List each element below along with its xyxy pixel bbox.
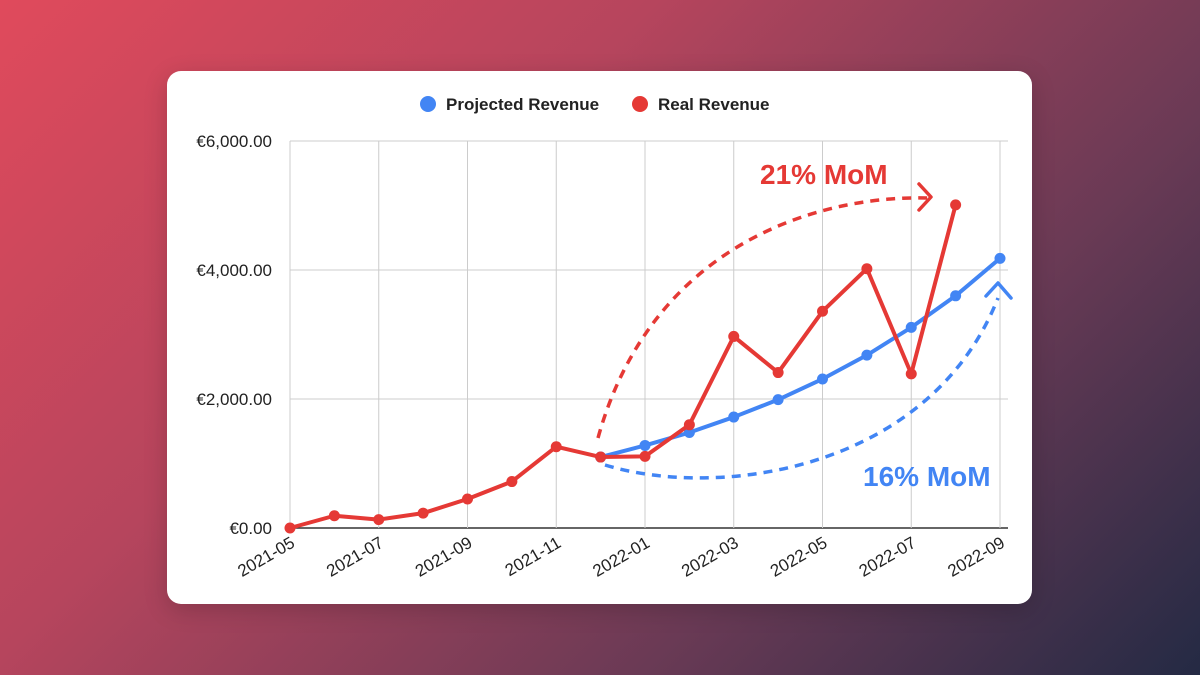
chart-card — [167, 71, 1032, 604]
x-tick-label: 2021-05 — [234, 533, 298, 581]
real-revenue-point[interactable] — [373, 514, 385, 526]
projected-revenue-point[interactable] — [728, 411, 740, 423]
x-tick-label: 2021-11 — [502, 533, 564, 580]
x-tick-label: 2022-03 — [678, 533, 742, 581]
legend-marker-projected — [420, 96, 436, 112]
real-growth-label: 21% MoM — [760, 159, 888, 190]
x-tick-label: 2022-01 — [589, 533, 653, 581]
annotations: 21% MoM 16% MoM — [596, 159, 1013, 492]
real-revenue-point[interactable] — [639, 450, 651, 462]
x-axis-ticks: 2021-05 2021-07 2021-09 2021-11 2022-01 2022-… — [234, 533, 1008, 581]
projected-revenue-point[interactable] — [905, 321, 917, 333]
projected-revenue-line — [598, 256, 1002, 460]
x-tick-label: 2021-07 — [323, 533, 387, 581]
projected-growth-label: 16% MoM — [863, 461, 991, 492]
projected-revenue-point[interactable] — [772, 394, 784, 406]
projected-revenue-point[interactable] — [994, 252, 1006, 264]
legend-item-real[interactable]: Real Revenue — [632, 95, 770, 114]
y-tick-label: €2,000.00 — [196, 390, 272, 409]
projected-revenue-point[interactable] — [683, 427, 695, 439]
series-layer — [284, 199, 1006, 534]
real-revenue-point[interactable] — [905, 368, 917, 380]
real-revenue-point[interactable] — [683, 419, 695, 431]
real-revenue-line — [288, 202, 958, 530]
real-revenue-point[interactable] — [861, 263, 873, 275]
real-revenue-point[interactable] — [417, 507, 429, 519]
y-axis-ticks: €0.00 €2,000.00 €4,000.00 €6,000.00 — [196, 132, 272, 538]
legend-item-projected[interactable]: Projected Revenue — [420, 95, 599, 114]
real-revenue-point[interactable] — [772, 367, 784, 379]
y-tick-label: €4,000.00 — [196, 261, 272, 280]
real-revenue-point[interactable] — [728, 330, 740, 342]
projected-revenue-point[interactable] — [639, 439, 651, 451]
x-tick-label: 2022-07 — [856, 533, 920, 581]
real-revenue-point[interactable] — [506, 476, 518, 488]
projected-revenue-point[interactable] — [861, 349, 873, 361]
x-tick-label: 2022-05 — [767, 533, 831, 581]
legend: Projected Revenue Real Revenue — [420, 95, 770, 114]
y-tick-label: €6,000.00 — [196, 132, 272, 151]
projected-revenue-point[interactable] — [950, 290, 962, 302]
real-revenue-point[interactable] — [550, 441, 562, 453]
real-growth-arrowhead — [917, 182, 933, 212]
real-revenue-point[interactable] — [950, 199, 962, 211]
real-growth-arc — [596, 196, 929, 439]
legend-label-real: Real Revenue — [658, 95, 770, 114]
real-revenue-point[interactable] — [817, 305, 828, 317]
x-tick-label: 2022-09 — [944, 533, 1008, 581]
projected-growth-arc — [604, 297, 1000, 480]
legend-marker-real — [632, 96, 648, 112]
x-tick-label: 2021-09 — [412, 533, 476, 581]
y-tick-label: €0.00 — [229, 519, 272, 538]
real-revenue-point[interactable] — [595, 451, 607, 463]
projected-revenue-point[interactable] — [817, 373, 828, 385]
real-revenue-point[interactable] — [328, 510, 340, 522]
real-revenue-point[interactable] — [462, 493, 473, 505]
legend-label-projected: Projected Revenue — [446, 95, 599, 114]
projected-growth-arrowhead — [984, 281, 1013, 300]
real-revenue-point[interactable] — [284, 522, 296, 534]
